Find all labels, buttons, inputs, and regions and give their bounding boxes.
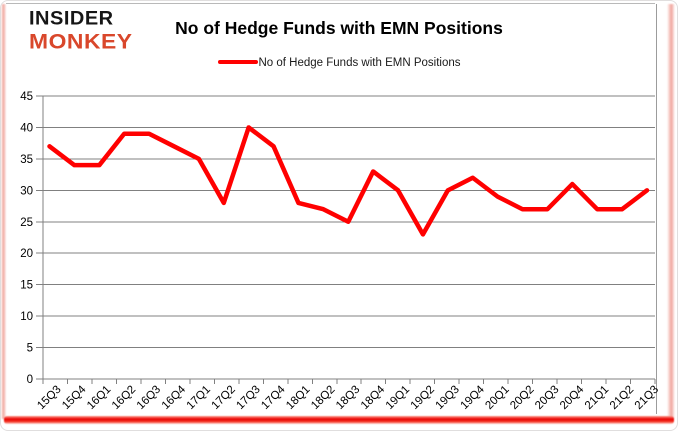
card-top-border bbox=[6, 3, 655, 4]
insider-monkey-logo: INSIDER MONKEY bbox=[29, 8, 132, 53]
svg-text:19Q4: 19Q4 bbox=[458, 383, 487, 412]
svg-text:18Q2: 18Q2 bbox=[309, 384, 337, 412]
svg-text:40: 40 bbox=[20, 122, 33, 134]
svg-text:18Q4: 18Q4 bbox=[359, 383, 388, 412]
svg-text:17Q2: 17Q2 bbox=[210, 384, 238, 412]
svg-text:35: 35 bbox=[20, 154, 33, 166]
svg-text:16Q1: 16Q1 bbox=[85, 384, 113, 412]
svg-text:16Q2: 16Q2 bbox=[110, 384, 138, 412]
svg-text:20Q4: 20Q4 bbox=[558, 383, 587, 412]
svg-text:16Q4: 16Q4 bbox=[160, 383, 189, 412]
svg-text:21Q2: 21Q2 bbox=[608, 384, 636, 412]
svg-text:10: 10 bbox=[20, 311, 33, 323]
svg-text:20: 20 bbox=[20, 248, 33, 260]
svg-text:30: 30 bbox=[20, 185, 33, 197]
svg-text:20Q3: 20Q3 bbox=[533, 384, 561, 412]
svg-text:0: 0 bbox=[27, 374, 33, 386]
svg-text:19Q1: 19Q1 bbox=[384, 384, 412, 412]
svg-text:15Q4: 15Q4 bbox=[60, 383, 89, 412]
svg-text:19Q3: 19Q3 bbox=[434, 384, 462, 412]
svg-text:17Q4: 17Q4 bbox=[259, 383, 288, 412]
legend-label: No of Hedge Funds with EMN Positions bbox=[258, 57, 461, 69]
card-right-border bbox=[667, 4, 675, 419]
svg-text:45: 45 bbox=[20, 91, 33, 103]
svg-text:16Q3: 16Q3 bbox=[135, 384, 163, 412]
svg-text:5: 5 bbox=[27, 343, 33, 355]
svg-text:20Q1: 20Q1 bbox=[483, 384, 511, 412]
chart-frame-right-line bbox=[656, 4, 657, 414]
svg-text:20Q2: 20Q2 bbox=[508, 384, 536, 412]
svg-text:17Q3: 17Q3 bbox=[234, 384, 262, 412]
svg-text:18Q3: 18Q3 bbox=[334, 384, 362, 412]
svg-text:17Q1: 17Q1 bbox=[185, 384, 213, 412]
svg-text:15: 15 bbox=[20, 280, 33, 292]
svg-text:18Q1: 18Q1 bbox=[284, 384, 312, 412]
logo-line-monkey: MONKEY bbox=[29, 29, 133, 54]
svg-text:21Q1: 21Q1 bbox=[583, 384, 611, 412]
chart-title: No of Hedge Funds with EMN Positions bbox=[175, 18, 503, 38]
svg-text:15Q3: 15Q3 bbox=[35, 384, 63, 412]
chart-legend: No of Hedge Funds with EMN Positions bbox=[1, 57, 677, 69]
svg-text:21Q3: 21Q3 bbox=[633, 384, 661, 412]
legend-line-swatch bbox=[217, 59, 258, 65]
card-left-border bbox=[1, 4, 6, 419]
card-bottom-red-bar bbox=[4, 416, 674, 424]
svg-text:25: 25 bbox=[20, 217, 33, 229]
svg-text:19Q2: 19Q2 bbox=[409, 384, 437, 412]
logo-line-insider: INSIDER bbox=[29, 8, 114, 30]
